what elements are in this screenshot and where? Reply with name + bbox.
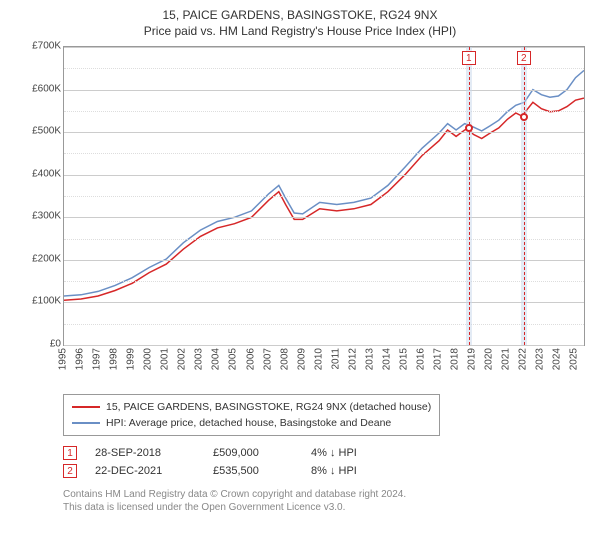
x-tick-label: 2015 <box>398 348 409 370</box>
chart-area: £0£100K£200K£300K£400K£500K£600K£700K 12… <box>15 46 585 394</box>
x-tick-label: 2021 <box>501 348 512 370</box>
x-tick-label: 2025 <box>569 348 580 370</box>
transaction-delta: 4% ↓ HPI <box>311 444 401 462</box>
y-tick-label: £600K <box>32 83 61 94</box>
transaction-delta: 8% ↓ HPI <box>311 462 401 480</box>
x-tick-label: 1996 <box>75 348 86 370</box>
x-tick-label: 2016 <box>416 348 427 370</box>
transaction-price: £535,500 <box>213 462 293 480</box>
legend-item: 15, PAICE GARDENS, BASINGSTOKE, RG24 9NX… <box>72 399 431 415</box>
legend-item: HPI: Average price, detached house, Basi… <box>72 415 431 431</box>
y-tick-label: £200K <box>32 253 61 264</box>
x-tick-label: 2019 <box>467 348 478 370</box>
transaction-row: 1 28-SEP-2018 £509,000 4% ↓ HPI <box>63 444 585 462</box>
x-tick-label: 2009 <box>296 348 307 370</box>
x-tick-label: 2012 <box>347 348 358 370</box>
transaction-row: 2 22-DEC-2021 £535,500 8% ↓ HPI <box>63 462 585 480</box>
x-tick-label: 2006 <box>245 348 256 370</box>
y-tick-label: £500K <box>32 126 61 137</box>
marker-dot <box>520 113 528 121</box>
transaction-price: £509,000 <box>213 444 293 462</box>
x-tick-label: 2002 <box>177 348 188 370</box>
x-tick-label: 2003 <box>194 348 205 370</box>
x-tick-label: 2024 <box>552 348 563 370</box>
x-tick-label: 2010 <box>313 348 324 370</box>
series-price_paid <box>64 98 584 300</box>
legend-swatch <box>72 406 100 408</box>
plot-area: 12 <box>63 46 585 346</box>
chart-title: 15, PAICE GARDENS, BASINGSTOKE, RG24 9NX <box>15 8 585 22</box>
x-tick-label: 2004 <box>211 348 222 370</box>
x-tick-label: 2013 <box>364 348 375 370</box>
series-hpi <box>64 70 584 296</box>
x-tick-label: 1995 <box>58 348 69 370</box>
transaction-index: 1 <box>63 446 77 460</box>
footer-line-1: Contains HM Land Registry data © Crown c… <box>63 488 585 501</box>
x-tick-label: 2022 <box>518 348 529 370</box>
legend-swatch <box>72 422 100 424</box>
legend: 15, PAICE GARDENS, BASINGSTOKE, RG24 9NX… <box>63 394 440 436</box>
x-tick-label: 1998 <box>109 348 120 370</box>
x-tick-label: 2018 <box>450 348 461 370</box>
x-tick-label: 2005 <box>228 348 239 370</box>
x-tick-label: 2023 <box>535 348 546 370</box>
transaction-date: 22-DEC-2021 <box>95 462 195 480</box>
footer-line-2: This data is licensed under the Open Gov… <box>63 501 585 514</box>
legend-label: HPI: Average price, detached house, Basi… <box>106 415 391 431</box>
x-tick-label: 1999 <box>126 348 137 370</box>
chart-container: 15, PAICE GARDENS, BASINGSTOKE, RG24 9NX… <box>0 0 600 560</box>
y-tick-label: £700K <box>32 41 61 52</box>
transactions-table: 1 28-SEP-2018 £509,000 4% ↓ HPI 2 22-DEC-2021… <box>63 444 585 480</box>
y-tick-label: £300K <box>32 211 61 222</box>
x-tick-label: 2020 <box>484 348 495 370</box>
chart-subtitle: Price paid vs. HM Land Registry's House … <box>15 24 585 38</box>
legend-label: 15, PAICE GARDENS, BASINGSTOKE, RG24 9NX… <box>106 399 431 415</box>
marker-dot <box>465 124 473 132</box>
marker-vline <box>524 47 525 345</box>
y-tick-label: £400K <box>32 168 61 179</box>
x-axis: 1995199619971998199920002001200220032004… <box>63 346 585 394</box>
marker-vline <box>469 47 470 345</box>
x-tick-label: 2008 <box>279 348 290 370</box>
x-tick-label: 2000 <box>143 348 154 370</box>
x-tick-label: 2011 <box>330 348 341 370</box>
x-tick-label: 2007 <box>262 348 273 370</box>
transaction-date: 28-SEP-2018 <box>95 444 195 462</box>
x-tick-label: 2001 <box>160 348 171 370</box>
x-tick-label: 2014 <box>381 348 392 370</box>
transaction-index: 2 <box>63 464 77 478</box>
y-tick-label: £100K <box>32 296 61 307</box>
y-axis: £0£100K£200K£300K£400K£500K£600K£700K <box>15 46 63 346</box>
marker-label: 2 <box>517 51 531 65</box>
marker-label: 1 <box>462 51 476 65</box>
x-tick-label: 2017 <box>433 348 444 370</box>
attribution-footer: Contains HM Land Registry data © Crown c… <box>63 488 585 514</box>
x-tick-label: 1997 <box>92 348 103 370</box>
